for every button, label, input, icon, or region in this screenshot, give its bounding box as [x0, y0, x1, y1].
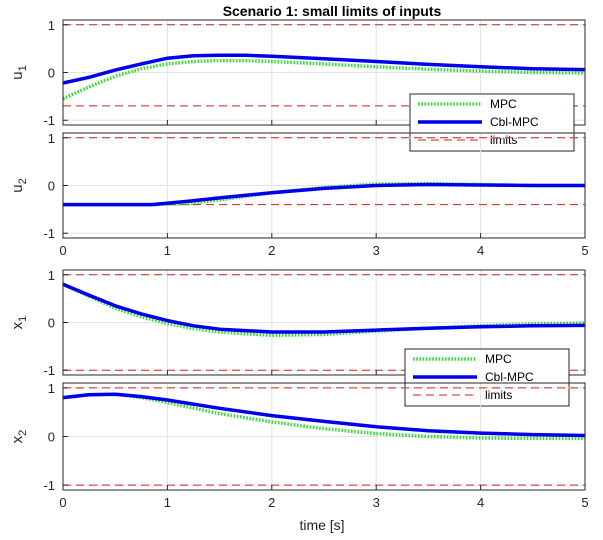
y-tick-label: 0 — [48, 316, 55, 331]
x-tick-label: 0 — [59, 495, 66, 510]
y-axis-label: x2 — [9, 430, 29, 444]
y-tick-label: 1 — [48, 18, 55, 33]
legend-label: Cbl-MPC — [485, 370, 534, 384]
y-tick-label: 1 — [48, 381, 55, 396]
subplot-4: 0 1 2 3 4 5 -1 0 1 x2 — [9, 381, 589, 510]
x-tick-label: 5 — [581, 495, 588, 510]
y-axis-label: x1 — [9, 316, 29, 330]
subplot-3: -1 0 1 x1 — [9, 268, 586, 378]
x-tick-label: 3 — [373, 243, 380, 258]
y-tick-label: 0 — [48, 430, 55, 445]
x-tick-label: 4 — [477, 495, 484, 510]
series-line-mpc — [62, 58, 586, 101]
x-tick-label: 1 — [164, 243, 171, 258]
subplot-2: 0 1 2 3 4 5 -1 0 1 u2 — [9, 131, 589, 258]
y-axis-label: u1 — [9, 65, 29, 79]
legend: MPC Cbl-MPC limits — [409, 93, 575, 152]
x-tick-label: 1 — [164, 495, 171, 510]
legend-label: limits — [490, 133, 517, 147]
y-tick-label: 0 — [48, 179, 55, 194]
series-line-cbl-mpc — [62, 53, 586, 85]
legend-label: limits — [485, 388, 512, 402]
series-line-cbl-mpc — [62, 282, 586, 334]
legend: MPC Cbl-MPC limits — [404, 348, 570, 407]
y-tick-label: 0 — [48, 66, 55, 81]
y-tick-label: -1 — [43, 363, 55, 378]
legend-label: Cbl-MPC — [490, 115, 539, 129]
y-tick-label: 1 — [48, 131, 55, 146]
x-tick-label: 5 — [581, 243, 588, 258]
y-tick-label: 1 — [48, 268, 55, 283]
x-axis-label: time [s] — [299, 517, 344, 533]
x-tick-label: 2 — [268, 495, 275, 510]
legend-label: MPC — [485, 352, 512, 366]
series-line-cbl-mpc — [63, 182, 585, 207]
x-tick-label: 2 — [268, 243, 275, 258]
y-axis-label: u2 — [9, 178, 29, 192]
y-tick-label: -1 — [43, 478, 55, 493]
legend-label: MPC — [490, 97, 517, 111]
y-tick-label: -1 — [43, 226, 55, 241]
x-tick-label: 4 — [477, 243, 484, 258]
y-tick-label: -1 — [43, 113, 55, 128]
figure-title: Scenario 1: small limits of inputs — [223, 3, 442, 19]
series-line-cbl-mpc — [62, 392, 586, 438]
x-tick-label: 3 — [373, 495, 380, 510]
x-tick-label: 0 — [59, 243, 66, 258]
